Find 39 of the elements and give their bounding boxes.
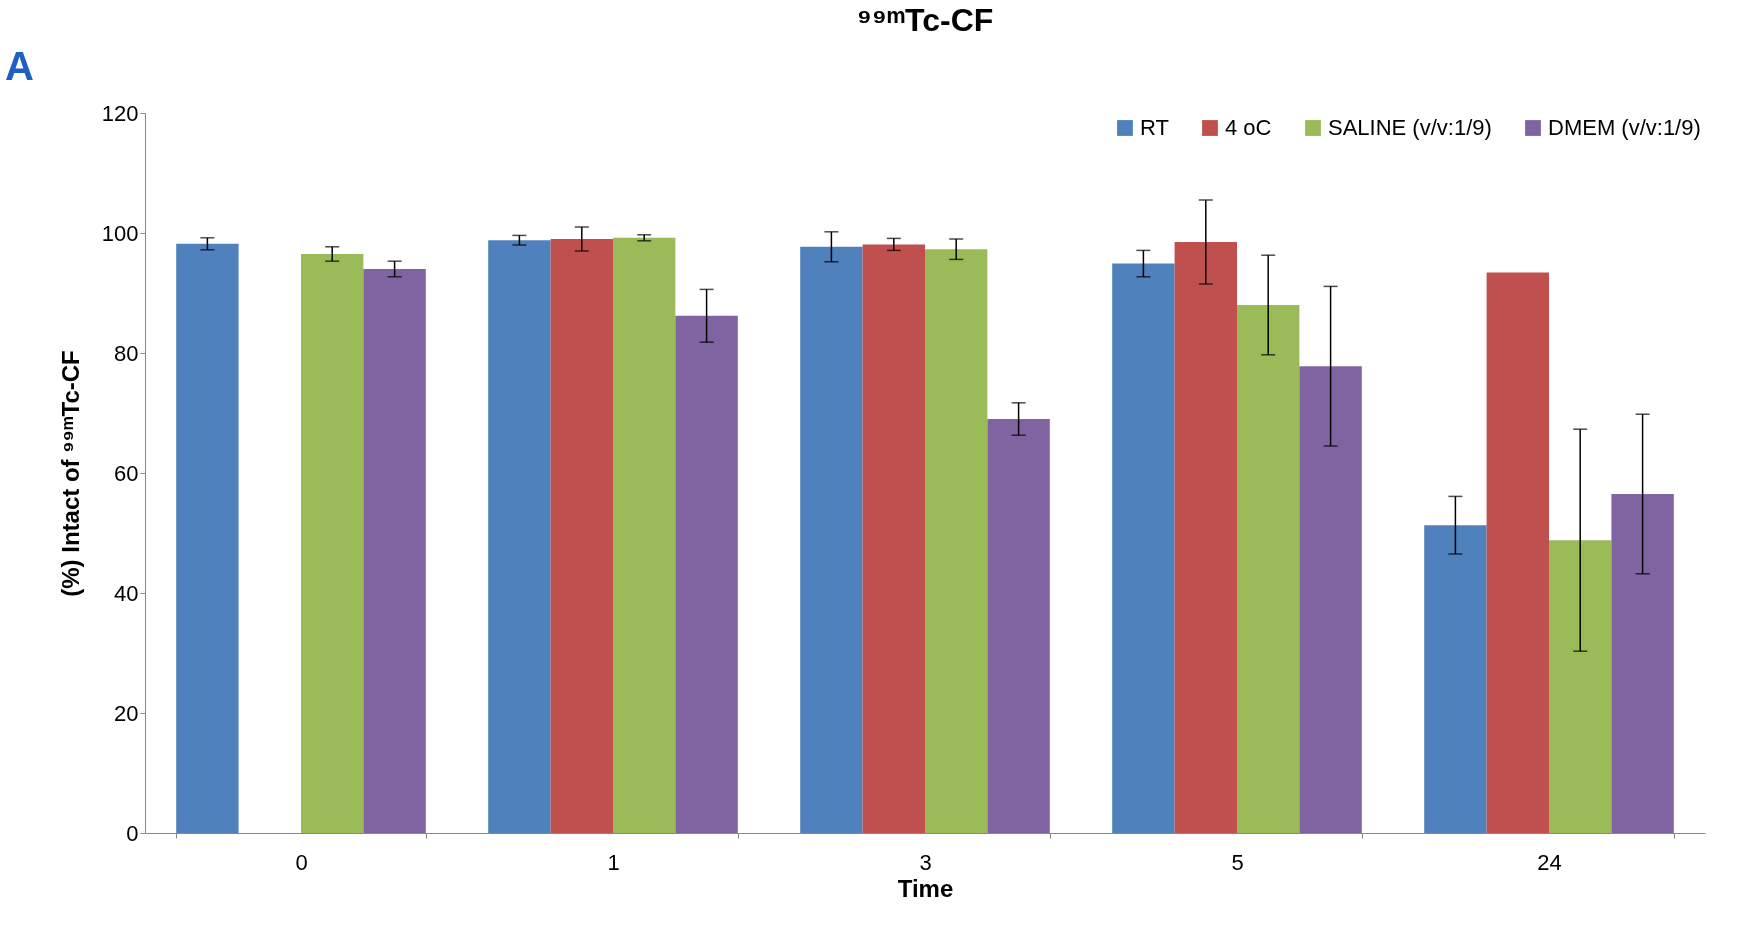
bar: [1486, 272, 1549, 833]
y-tick-label: 0: [126, 820, 139, 846]
y-tick-label: 20: [114, 700, 139, 726]
y-tick-label: 120: [101, 100, 139, 126]
bar: [862, 244, 925, 833]
bar: [1112, 263, 1175, 833]
x-tick-label: 5: [1231, 849, 1244, 875]
legend-label: DMEM (v/v:1/9): [1548, 115, 1701, 140]
bar: [176, 243, 239, 833]
text: A: [5, 44, 34, 88]
legend-label: RT: [1140, 115, 1169, 140]
chart-title: ⁹⁹ᵐTc-CF: [856, 2, 994, 38]
legend-label: SALINE (v/v:1/9): [1328, 115, 1492, 140]
bar: [488, 240, 551, 833]
bar: [1237, 305, 1300, 833]
bar: [1549, 540, 1612, 833]
x-axis-title: Time: [897, 874, 954, 902]
x-tick-label: 24: [1537, 849, 1562, 875]
bar: [1611, 494, 1674, 833]
bar: [1424, 525, 1487, 833]
bar: [675, 315, 738, 833]
bar: [363, 269, 426, 833]
bar: [1299, 366, 1362, 833]
y-tick-label: 60: [114, 460, 139, 486]
bar: [613, 237, 676, 833]
y-tick-label: 80: [114, 340, 139, 366]
bar: [301, 254, 364, 833]
legend-label: 4 oC: [1225, 115, 1272, 140]
bar: [987, 419, 1050, 833]
x-tick-label: 0: [295, 849, 308, 875]
x-tick-label: 3: [919, 849, 932, 875]
bar: [925, 249, 988, 833]
bar: [800, 246, 863, 833]
bar: [1174, 242, 1237, 833]
y-tick-label: 40: [114, 580, 139, 606]
x-tick-label: 1: [607, 849, 620, 875]
y-axis-title: (%) Intact of ⁹⁹ᵐTc-CF: [56, 350, 84, 597]
bar: [550, 239, 613, 833]
y-tick-label: 100: [101, 220, 139, 246]
